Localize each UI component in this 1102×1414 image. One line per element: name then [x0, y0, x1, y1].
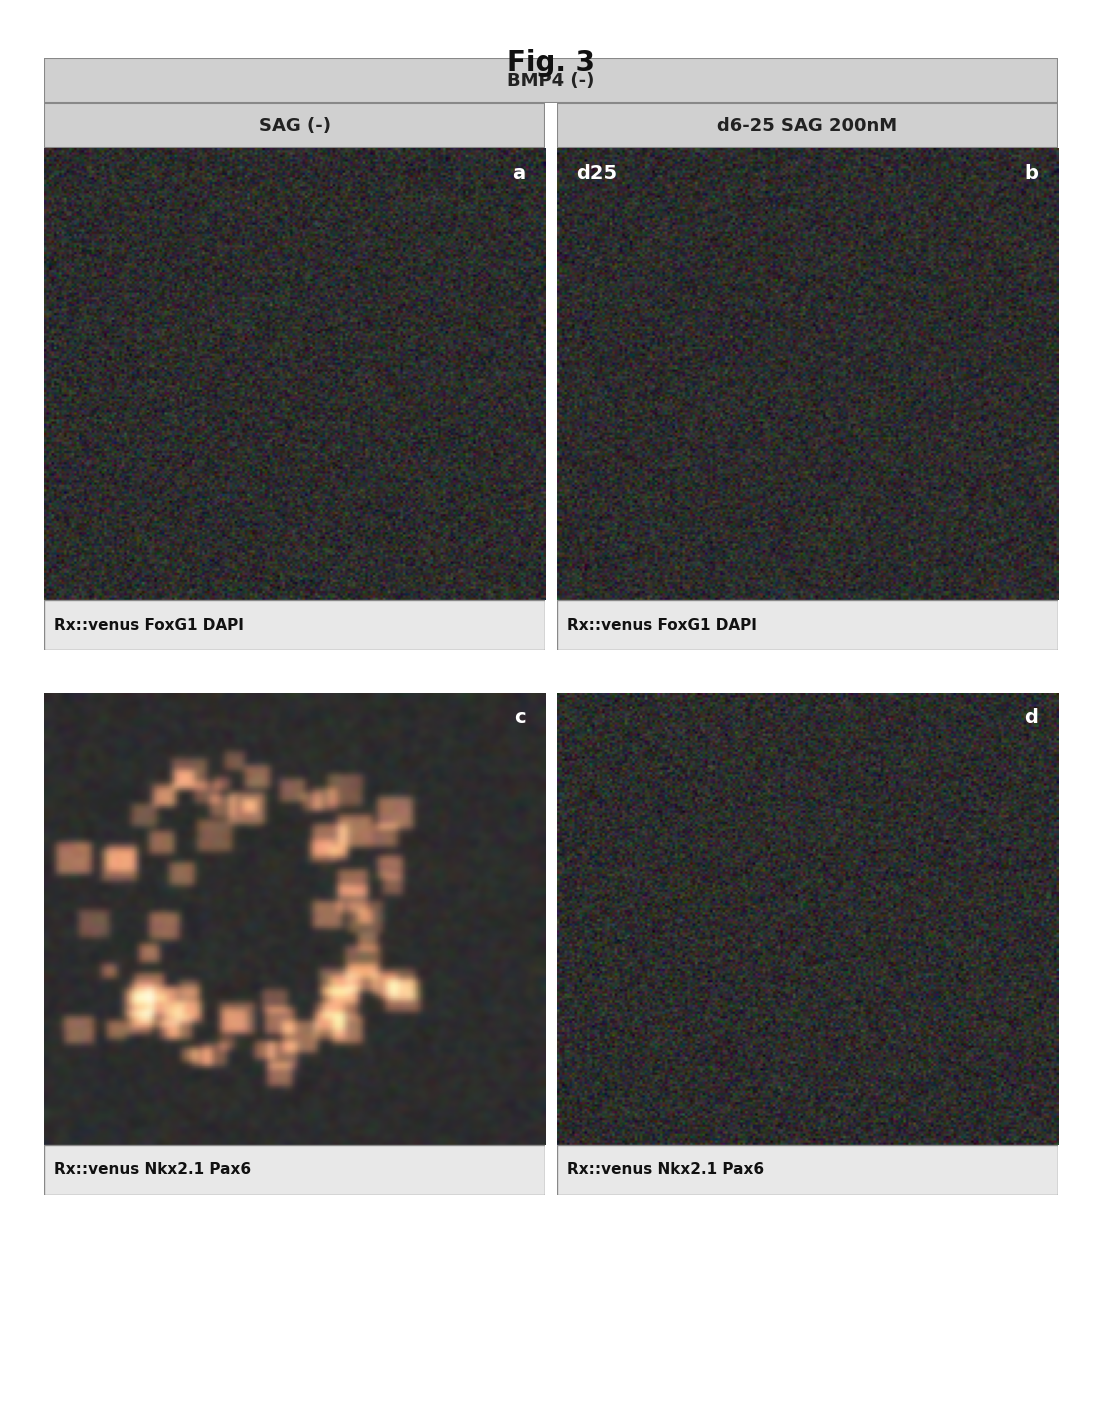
Text: b: b — [1024, 164, 1038, 182]
Bar — [44, 1144, 545, 1195]
FancyBboxPatch shape — [557, 103, 1058, 148]
Text: d25: d25 — [576, 164, 618, 182]
FancyBboxPatch shape — [44, 58, 1058, 103]
Text: Fig. 3: Fig. 3 — [507, 49, 595, 78]
Text: d6-25 SAG 200nM: d6-25 SAG 200nM — [717, 117, 897, 134]
Text: d: d — [1024, 708, 1038, 727]
Text: Rx::venus Nkx2.1 Pax6: Rx::venus Nkx2.1 Pax6 — [54, 1162, 251, 1178]
Text: c: c — [514, 708, 526, 727]
Text: SAG (-): SAG (-) — [259, 117, 331, 134]
Bar — [44, 600, 545, 650]
FancyBboxPatch shape — [44, 103, 545, 148]
Text: Rx::venus Nkx2.1 Pax6: Rx::venus Nkx2.1 Pax6 — [566, 1162, 764, 1178]
Bar — [557, 600, 1058, 650]
Text: a: a — [512, 164, 526, 182]
Bar — [557, 1144, 1058, 1195]
Text: BMP4 (-): BMP4 (-) — [507, 72, 595, 89]
Text: Rx::venus FoxG1 DAPI: Rx::venus FoxG1 DAPI — [54, 618, 244, 633]
Text: Rx::venus FoxG1 DAPI: Rx::venus FoxG1 DAPI — [566, 618, 756, 633]
